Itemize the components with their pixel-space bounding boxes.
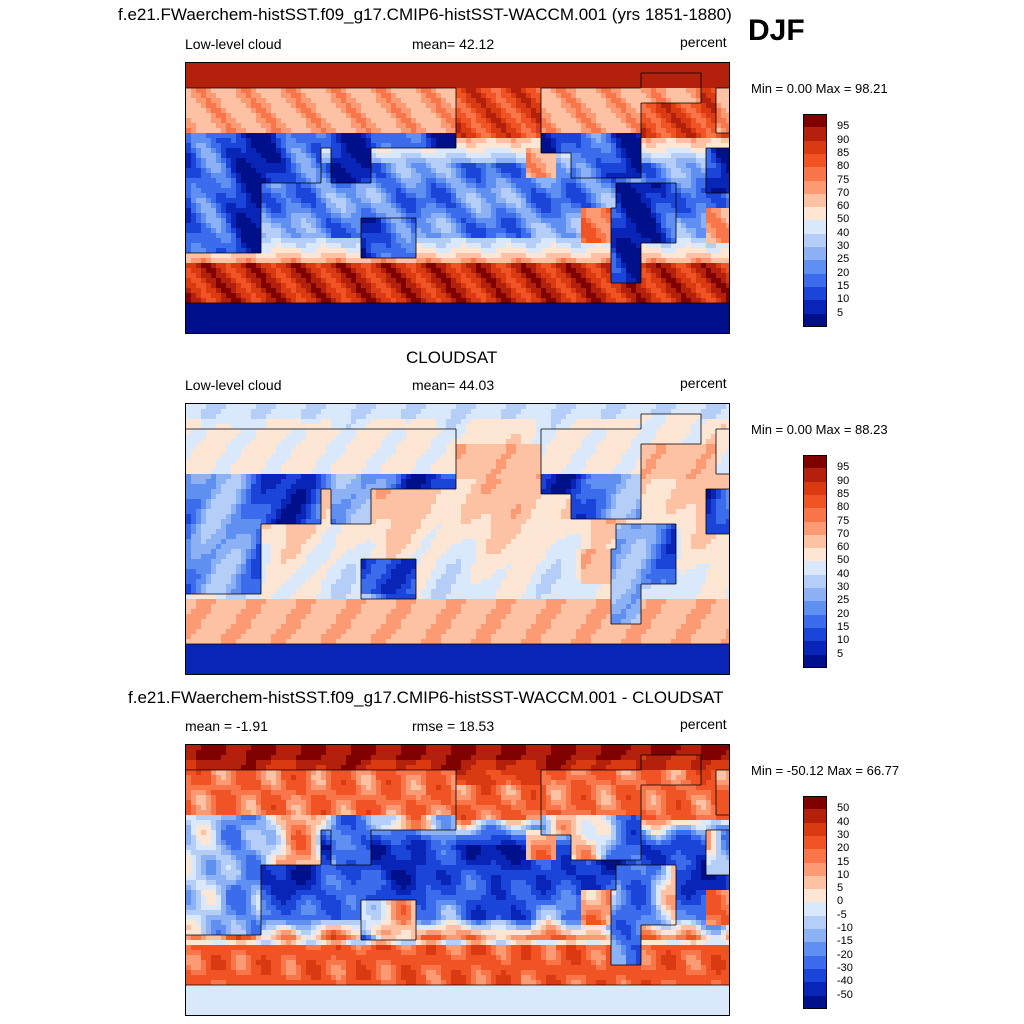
coastline [186, 72, 729, 304]
colorbar-tick-label: 20 [837, 607, 850, 620]
colorbar-tick-label: 80 [837, 160, 850, 173]
colorbar-tick-label: -40 [837, 975, 853, 988]
colorbar-tick-label: 15 [837, 620, 850, 633]
panel-3-units-label: percent [680, 716, 727, 732]
colorbar-tick-label: 10 [837, 868, 850, 881]
colorbar-tick-label: 10 [837, 293, 850, 306]
colorbar-tick-label: 85 [837, 487, 850, 500]
panel-3-title: f.e21.FWaerchem-histSST.f09_g17.CMIP6-hi… [128, 688, 724, 707]
colorbar-tick-label: 50 [837, 554, 850, 567]
panel-2-variable-label: Low-level cloud [185, 377, 282, 393]
coastline [186, 413, 729, 645]
contour-field [186, 63, 729, 333]
colorbar-tick-label: 30 [837, 581, 850, 593]
colorbar-tick-label: 15 [837, 279, 850, 292]
panel-2-units-label: percent [680, 375, 727, 391]
colorbar-tick-label: 90 [837, 474, 850, 487]
panel-3-rmse-label: rmse = 18.53 [412, 718, 495, 734]
colorbar-tick-label: -10 [837, 922, 853, 934]
colorbar-tick-label: 60 [837, 200, 850, 213]
colorbar-tick-label: 5 [837, 306, 844, 319]
colorbar-tick-label: 25 [837, 253, 850, 266]
colorbar-tick-label: 85 [837, 146, 850, 159]
colorbar-tick-label: 95 [837, 120, 850, 133]
colorbar-tick-label: 50 [837, 802, 850, 815]
colorbar-tick-label: 15 [837, 855, 850, 868]
colorbar-tick-label: 40 [837, 226, 850, 239]
colorbar-tick-label: 75 [837, 514, 850, 527]
panel-2-map [185, 403, 730, 675]
panel-1-title: f.e21.FWaerchem-histSST.f09_g17.CMIP6-hi… [118, 5, 732, 24]
colorbar-tick-label: 90 [837, 133, 850, 146]
colorbar-tick-label: 40 [837, 815, 850, 828]
colorbar-tick-label: 80 [837, 501, 850, 514]
panel-2-minmax: Min = 0.00 Max = 88.23 [751, 422, 888, 437]
contour-field [186, 745, 729, 1015]
panel-1-map [185, 62, 730, 334]
season-label: DJF [748, 14, 805, 47]
panel-3-minmax: Min = -50.12 Max = 66.77 [751, 763, 900, 778]
colorbar-tick-label: 20 [837, 842, 850, 855]
colorbar-tick-label: 0 [837, 895, 844, 908]
panel-1-minmax: Min = 0.00 Max = 98.21 [751, 81, 888, 96]
colorbar-tick-label: -20 [837, 948, 853, 961]
colorbar-tick-label: 70 [837, 527, 850, 540]
panel-2-mean-label: mean= 44.03 [412, 377, 495, 393]
colorbar-tick-label: 10 [837, 634, 850, 647]
panel-3-mean-label: mean = -1.91 [185, 718, 268, 734]
panel-2-title: CLOUDSAT [406, 348, 498, 367]
contour-field [186, 404, 729, 674]
colorbar-tick-label: 25 [837, 594, 850, 607]
colorbar-tick-label: -50 [837, 988, 853, 1001]
colorbar-tick-label: 70 [837, 186, 850, 199]
colorbar-tick-label: 95 [837, 461, 850, 474]
colorbar-tick-label: 60 [837, 541, 850, 554]
colorbar-tick-label: 30 [837, 240, 850, 252]
colorbar-tick-label: 40 [837, 567, 850, 580]
panel-1-units-label: percent [680, 34, 727, 50]
colorbar-tick-label: -5 [837, 908, 847, 921]
coastline [186, 754, 729, 986]
colorbar-tick-label: 50 [837, 213, 850, 226]
panel-1-variable-label: Low-level cloud [185, 36, 282, 52]
panel-3-map [185, 744, 730, 1016]
colorbar-tick-label: 30 [837, 828, 850, 841]
panel-1-mean-label: mean= 42.12 [412, 36, 495, 52]
colorbar-tick-label: -30 [837, 961, 853, 974]
colorbar-tick-label: 75 [837, 173, 850, 186]
colorbar-tick-label: -15 [837, 935, 853, 948]
colorbar-tick-label: 5 [837, 882, 844, 895]
colorbar-tick-label: 20 [837, 266, 850, 279]
colorbar-tick-label: 5 [837, 647, 844, 660]
